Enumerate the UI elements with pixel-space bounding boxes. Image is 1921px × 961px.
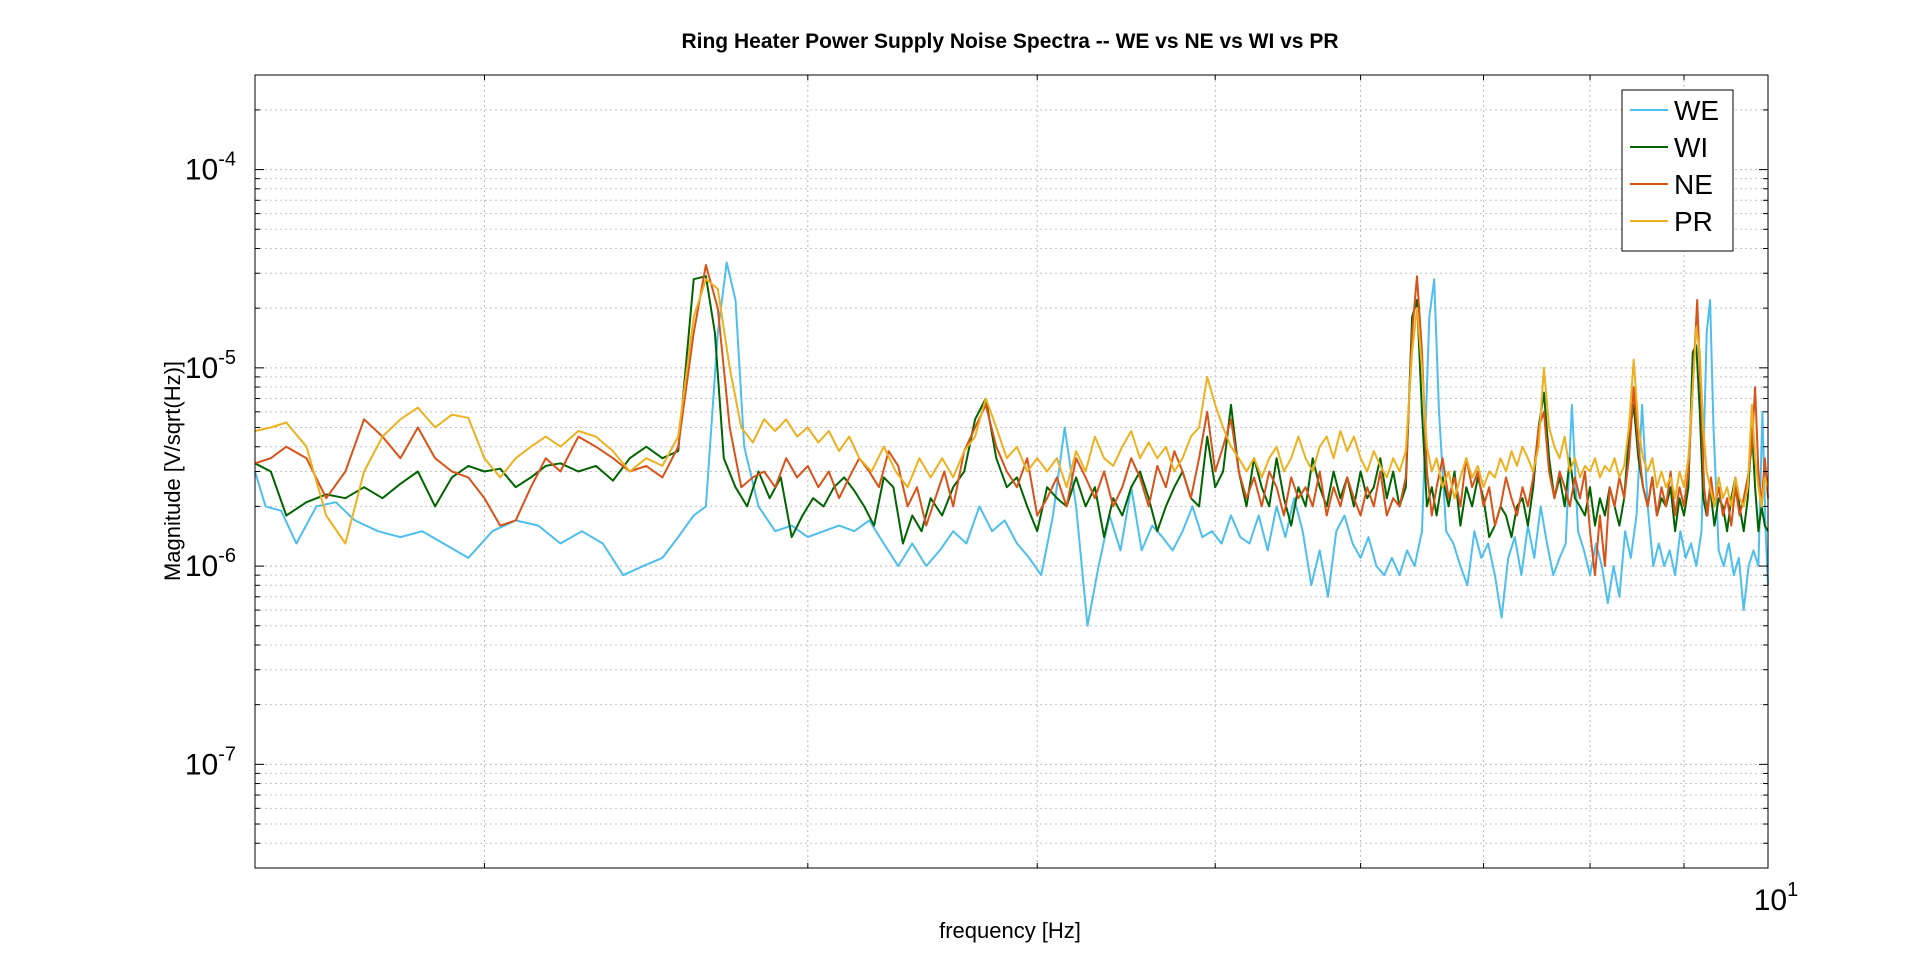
x-tick-label: 101 — [1754, 879, 1799, 917]
y-tick-label: 10-7 — [185, 743, 236, 781]
plot-series — [254, 261, 1769, 627]
chart-title: Ring Heater Power Supply Noise Spectra -… — [681, 30, 1338, 53]
y-tick-label: 10-5 — [185, 347, 236, 385]
grid-lines — [255, 75, 1768, 869]
legend-box — [1621, 89, 1734, 252]
legend-label-wi: WI — [1674, 132, 1708, 163]
series-line-ne — [254, 264, 1769, 577]
y-tick-label: 10-6 — [185, 545, 236, 583]
legend: WE WI NE PR — [1621, 89, 1734, 252]
axis-ticks: 10-7 10-6 10-5 10-4 101 — [185, 75, 1798, 917]
x-axis-label: frequency [Hz] — [939, 918, 1081, 943]
series-line-pr — [254, 278, 1769, 545]
series-line-we — [254, 261, 1769, 627]
legend-label-pr: PR — [1674, 206, 1713, 237]
legend-label-we: WE — [1674, 95, 1719, 126]
y-axis-label: Magnitude [V/sqrt(Hz)] — [160, 361, 185, 581]
legend-label-ne: NE — [1674, 169, 1713, 200]
y-tick-label: 10-4 — [185, 149, 236, 187]
